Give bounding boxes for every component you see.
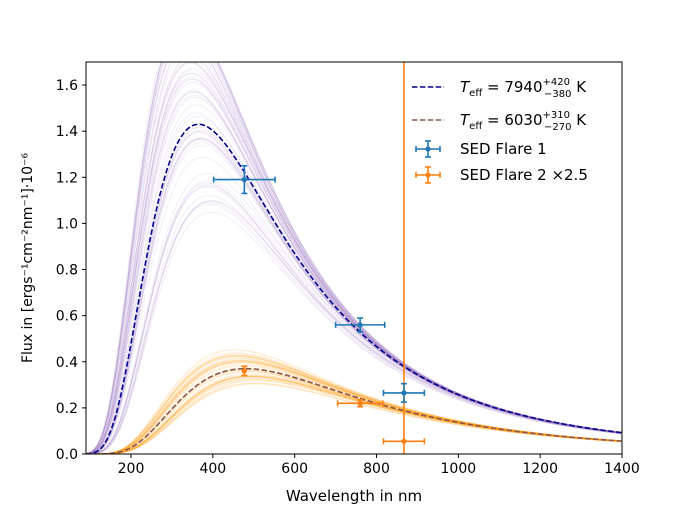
sample-curve-1 xyxy=(86,62,622,454)
sample-curve-1 xyxy=(86,156,622,454)
legend: Teff = 7940+420 −380 K Teff = 6030+310 −270… xyxy=(412,77,588,184)
sed-point-2-2 xyxy=(336,399,384,408)
sed-marker xyxy=(357,400,363,406)
sed-point-2-1 xyxy=(241,365,248,377)
sed-point-1-2 xyxy=(334,317,386,333)
y-tick-label: 0.0 xyxy=(56,447,78,463)
x-axis: 200 400 600 800 1000 1200 1400 xyxy=(118,454,640,477)
y-tick-label: 0.6 xyxy=(56,309,78,325)
sed-marker xyxy=(241,368,247,374)
sed-marker xyxy=(241,177,247,183)
legend-marker-dot xyxy=(425,172,431,178)
x-tick-label: 800 xyxy=(363,461,390,477)
y-axis-label: Flux in [ergs⁻¹cm⁻²nm⁻¹]·10⁻⁶ xyxy=(20,153,36,363)
plot-frame xyxy=(85,61,623,455)
x-axis-label: Wavelength in nm xyxy=(286,487,422,505)
sample-curve-1 xyxy=(86,62,622,454)
sample-curve-1 xyxy=(86,185,622,454)
y-tick-label: 0.2 xyxy=(56,401,78,417)
legend-marker-1 xyxy=(415,140,441,158)
sample-curve-1 xyxy=(86,201,622,454)
y-tick-label: 1.0 xyxy=(56,216,78,232)
sed-marker xyxy=(401,390,407,396)
sed-point-1-3 xyxy=(382,382,426,403)
sample-curve-1 xyxy=(86,211,622,454)
legend-label-4: SED Flare 2 ×2.5 xyxy=(460,166,588,184)
x-tick-label: 1200 xyxy=(522,461,558,477)
sample-curve-1 xyxy=(86,184,622,454)
sample-curve-2 xyxy=(86,378,622,454)
legend-label-2: Teff = 6030+310 −270 K xyxy=(460,110,587,133)
sed-marker xyxy=(401,438,407,444)
y-tick-label: 1.2 xyxy=(56,170,78,186)
y-tick-label: 0.8 xyxy=(56,263,78,279)
legend-marker-2 xyxy=(415,166,441,184)
legend-label-1: Teff = 7940+420 −380 K xyxy=(460,77,587,100)
sample-curve-1 xyxy=(86,62,622,454)
fit-curve-2 xyxy=(86,367,622,454)
plot-background xyxy=(86,62,622,454)
legend-label-3: SED Flare 1 xyxy=(460,140,547,158)
fit-curves xyxy=(86,123,622,454)
y-tick-label: 1.4 xyxy=(56,124,78,140)
sed-point-2-3 xyxy=(382,438,426,445)
sed-points xyxy=(212,164,426,445)
x-tick-label: 1000 xyxy=(441,461,477,477)
sed-marker xyxy=(357,322,363,328)
x-tick-label: 1400 xyxy=(604,461,640,477)
sample-curve-1 xyxy=(86,186,622,454)
x-tick-label: 400 xyxy=(199,461,226,477)
sed-point-1-1 xyxy=(212,164,276,195)
sample-curve-2 xyxy=(86,382,622,454)
y-axis: 0.0 0.2 0.4 0.6 0.8 1.0 1.2 1.4 1.6 xyxy=(56,78,86,463)
x-tick-label: 600 xyxy=(281,461,308,477)
y-tick-label: 0.4 xyxy=(56,355,78,371)
y-tick-label: 1.6 xyxy=(56,78,78,94)
sample-curve-1 xyxy=(86,203,622,454)
legend-marker-dot xyxy=(425,146,431,152)
sample-curve-1 xyxy=(86,195,622,454)
fit-curve-1 xyxy=(86,123,622,454)
sample-curve-1 xyxy=(86,182,622,454)
x-tick-label: 200 xyxy=(118,461,145,477)
